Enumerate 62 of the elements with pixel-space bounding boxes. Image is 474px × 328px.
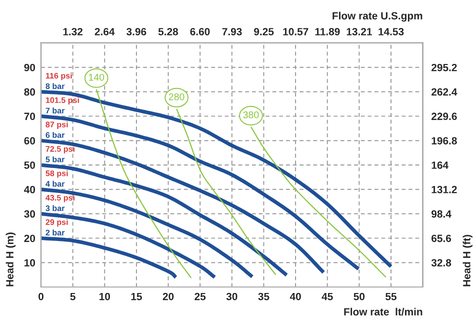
y-tick-label: 40 — [24, 186, 36, 194]
annotation: 29 psi — [46, 219, 68, 227]
x-tick-label: 15 — [131, 292, 142, 300]
y-tick-label: 30 — [24, 210, 36, 218]
x2-tick-label: 10.57 — [283, 28, 308, 36]
series-label: 140 — [88, 74, 104, 81]
y2-tick-label: 229.6 — [432, 112, 457, 120]
series-label: 6 bar — [46, 132, 65, 138]
x2-tick-label: 14.53 — [378, 28, 404, 36]
x-tick-label: 55 — [386, 292, 396, 300]
series-label: 5 bar — [46, 156, 65, 162]
y2-tick-label: 196.8 — [432, 137, 457, 144]
series-label: 4 bar — [46, 180, 65, 187]
annotation: 58 psi — [46, 170, 68, 178]
x-tick-label: 40 — [290, 292, 301, 300]
x-tick-label: 50 — [354, 292, 365, 300]
y-tick-label: 70 — [24, 112, 36, 120]
series-label: 7 bar — [46, 108, 65, 114]
y2-tick-label: 295.2 — [432, 64, 457, 72]
x2-tick-label: 1.32 — [63, 28, 83, 36]
x2-tick-label: 11.89 — [315, 28, 340, 36]
x2-tick-label: 3.96 — [126, 28, 146, 36]
annotation: 72.5 psi — [46, 146, 74, 154]
annotation: 87 psi — [46, 121, 68, 129]
y-axis-title: Head H (m) — [6, 232, 16, 286]
y-tick-label: 60 — [24, 137, 36, 144]
annotation: 101.5 psi — [46, 97, 79, 105]
y2-tick-label: 131.2 — [432, 186, 457, 194]
x-tick-label: 0 — [38, 292, 44, 300]
x-tick-label: 45 — [322, 292, 333, 300]
y-tick-label: 50 — [24, 161, 36, 169]
y2-axis-title: Head H (ft) — [462, 234, 472, 286]
annotation: 116 psi — [46, 72, 72, 80]
y2-tick-label: 262.4 — [432, 88, 458, 96]
y-tick-label: 80 — [24, 88, 36, 96]
x-tick-label: 5 — [70, 292, 76, 300]
x-tick-label: 20 — [162, 292, 174, 300]
series-label: 380 — [243, 111, 259, 118]
x2-tick-label: 7.93 — [222, 28, 242, 36]
x2-tick-label: 5.28 — [158, 28, 178, 36]
y2-tick-label: 65.6 — [432, 234, 452, 242]
annotation: 43.5 psi — [46, 194, 74, 202]
x-tick-label: 10 — [100, 292, 110, 300]
y-tick-label: 10 — [24, 259, 36, 266]
y2-tick-label: 98.4 — [432, 210, 452, 218]
y2-tick-label: 32.8 — [431, 259, 452, 266]
x2-tick-label: 13.21 — [346, 28, 372, 36]
x2-tick-label: 9.25 — [254, 28, 274, 36]
x2-tick-label: 2.64 — [94, 28, 115, 36]
x-tick-label: 25 — [194, 292, 206, 300]
x2-axis-title: Flow rate U.S.gpm — [332, 12, 422, 22]
x-axis-title: Flow rate lt/min — [344, 308, 422, 316]
y2-tick-label: 164 — [432, 161, 448, 169]
x-tick-label: 30 — [226, 292, 238, 300]
y-tick-label: 20 — [24, 234, 36, 242]
x-tick-label: 35 — [258, 292, 270, 300]
x2-tick-label: 6.60 — [190, 28, 210, 36]
series-label: 2 bar — [46, 230, 65, 236]
series-label: 280 — [168, 93, 184, 100]
y-tick-label: 90 — [24, 64, 36, 72]
series-label: 8 bar — [46, 83, 65, 90]
series-label: 3 bar — [46, 205, 65, 212]
